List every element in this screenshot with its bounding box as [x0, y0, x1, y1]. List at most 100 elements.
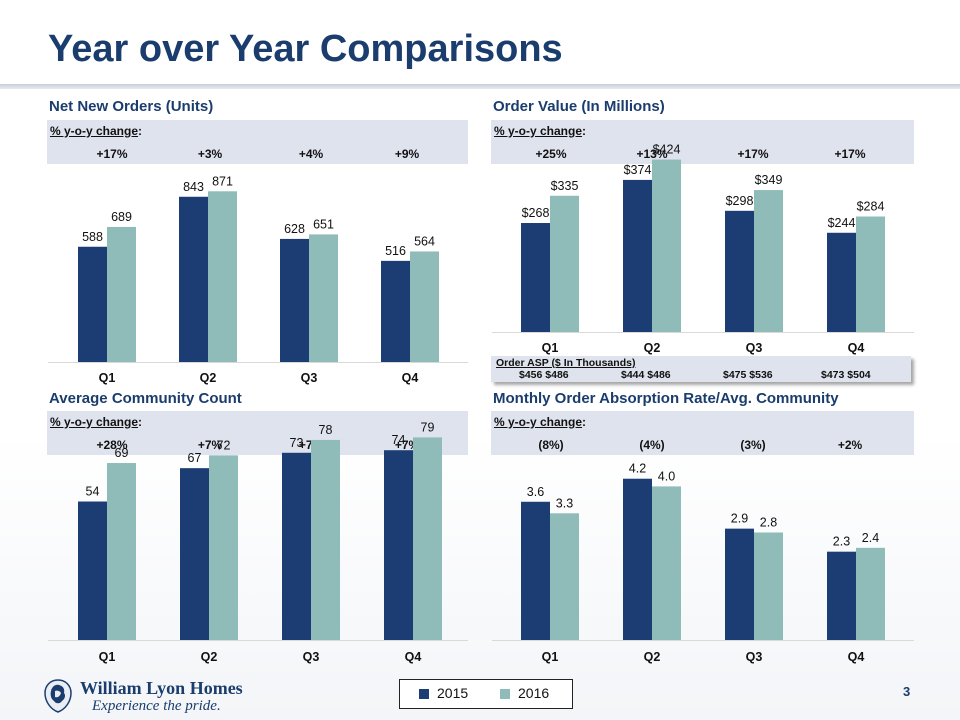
bar-2015-q3: [725, 528, 754, 640]
company-logo: William Lyon Homes Experience the pride.: [42, 677, 243, 717]
pct-change-q1: (8%): [538, 438, 564, 452]
bar-2015-q4: [381, 260, 410, 362]
data-label-2015-q3: 73: [290, 436, 304, 450]
x-tick-label-q4: Q4: [405, 650, 422, 664]
pct-change-q2: +7%: [197, 438, 223, 452]
panel-title-avg-community-count: Average Community Count: [49, 390, 242, 407]
legend-label-2016: 2016: [518, 685, 550, 701]
absorption-rate-chart: 3.6 3.3 Q1 4.2 4.0 Q2 2.9 2.8 Q3 2.3 2.4 Q4: [492, 462, 914, 664]
bar-2016-q4: [410, 251, 439, 362]
order-asp-title: Order ASP ($ In Thousands): [496, 357, 636, 369]
x-tick-label-q3: Q3: [746, 341, 763, 355]
pct-change-q1: +17%: [96, 147, 128, 161]
net-new-orders-chart: 588 689 Q1 843 871 Q2 628 651 Q3 516 564 Q4: [48, 174, 468, 385]
data-label-2015-q3: 2.9: [731, 512, 748, 526]
data-label-2015-q4: $244: [828, 216, 856, 230]
bar-2015-q2: [623, 179, 652, 332]
bar-2016-q1: [550, 195, 579, 332]
bar-2015-q1: [521, 501, 550, 640]
data-label-2016-q1: 3.3: [556, 496, 573, 510]
pct-change-q2: (4%): [639, 438, 665, 452]
bar-2015-q3: [725, 210, 754, 332]
pct-change-q1: +25%: [535, 147, 567, 161]
data-label-2016-q3: 78: [319, 423, 333, 437]
x-tick-label-q2: Q2: [201, 650, 218, 664]
data-label-2016-q4: 564: [414, 234, 435, 248]
pct-change-band-order-value: % y-o-y change: +25% +13% +17% +17%: [491, 120, 914, 164]
order-asp-q4: $473 $504: [821, 369, 871, 381]
page-number: 3: [903, 684, 911, 699]
legend-swatch-2016: [500, 689, 510, 699]
bar-2016-q2: [652, 159, 681, 332]
order-asp-q2: $444 $486: [621, 369, 671, 381]
x-tick-label-q4: Q4: [402, 371, 419, 385]
data-label-2016-q3: $349: [755, 173, 783, 187]
x-tick-label-q4: Q4: [848, 341, 865, 355]
data-label-2016-q2: $424: [653, 143, 681, 157]
bar-2016-q2: [208, 191, 237, 362]
pct-change-q3: (3%): [740, 438, 766, 452]
order-asp-box: Order ASP ($ In Thousands) $456 $486 $44…: [491, 356, 911, 382]
bar-2015-q2: [179, 196, 208, 362]
avg-community-count-chart: 54 69 Q1 67 72 Q2 73 78 Q3 74 79 Q4: [48, 420, 468, 664]
bar-2016-q3: [754, 190, 783, 332]
x-tick-label-q1: Q1: [99, 650, 116, 664]
data-label-2016-q4: $284: [857, 200, 885, 214]
bar-2016-q2: [209, 455, 238, 640]
data-label-2015-q1: 54: [86, 485, 100, 499]
bar-2016-q4: [856, 216, 885, 332]
bar-2015-q3: [280, 238, 309, 362]
bar-2015-q4: [384, 450, 413, 640]
bar-2015-q2: [623, 478, 652, 640]
bar-2015-q1: [78, 246, 107, 362]
x-tick-label-q1: Q1: [542, 650, 559, 664]
bar-2016-q3: [311, 439, 340, 640]
bar-2016-q4: [856, 547, 885, 640]
data-label-2016-q4: 79: [421, 420, 435, 434]
data-label-2016-q2: 4.0: [658, 469, 675, 483]
data-label-2016-q3: 651: [313, 217, 334, 231]
lion-crest-icon: [44, 679, 72, 713]
bar-2015-q2: [180, 468, 209, 640]
bar-2016-q1: [107, 463, 136, 640]
bar-2015-q1: [78, 501, 107, 640]
pct-change-q3: +17%: [737, 147, 769, 161]
bar-2016-q3: [754, 532, 783, 640]
bar-2015-q4: [827, 551, 856, 640]
data-label-2015-q4: 74: [392, 433, 406, 447]
panel-title-order-value: Order Value (In Millions): [493, 98, 665, 115]
data-label-2015-q2: 4.2: [629, 462, 646, 476]
pct-change-band-net-new-orders: % y-o-y change: +17% +3% +4% +9%: [47, 120, 468, 164]
pct-change-label: % y-o-y change:: [50, 124, 143, 138]
bar-2016-q1: [107, 226, 136, 362]
legend-label-2015: 2015: [437, 685, 469, 701]
x-tick-label-q3: Q3: [301, 371, 318, 385]
pct-change-q2: +3%: [197, 147, 223, 161]
title-divider: [0, 84, 960, 89]
bar-2015-q3: [282, 452, 311, 640]
page-title: Year over Year Comparisons: [48, 28, 563, 70]
chart-legend: 2015 2016: [399, 679, 573, 709]
pct-change-q1: +28%: [96, 438, 128, 452]
pct-change-q2: +13%: [636, 147, 668, 161]
x-tick-label-q4: Q4: [848, 650, 865, 664]
x-tick-label-q1: Q1: [99, 371, 116, 385]
data-label-2016-q1: 69: [115, 446, 129, 460]
pct-change-label: % y-o-y change:: [494, 124, 587, 138]
x-tick-label-q1: Q1: [542, 341, 559, 355]
order-value-chart: $268$335 Q1 $374$424 Q2 $298$349 Q3 $244$284 Q4: [492, 143, 914, 355]
data-label-2015-q2: $374: [624, 163, 652, 177]
data-label-2016-q1: 689: [111, 210, 132, 224]
x-tick-label-q2: Q2: [200, 371, 217, 385]
order-asp-q3: $475 $536: [723, 369, 773, 381]
data-label-2016-q2: 871: [212, 174, 233, 188]
bar-2015-q1: [521, 223, 550, 332]
bar-2016-q4: [413, 437, 442, 640]
x-tick-label-q3: Q3: [746, 650, 763, 664]
data-label-2015-q4: 2.3: [833, 535, 850, 549]
logo-tagline: Experience the pride.: [92, 698, 221, 714]
data-label-2015-q1: 588: [82, 230, 103, 244]
data-label-2015-q2: 843: [183, 180, 204, 194]
data-label-2015-q3: $298: [726, 194, 754, 208]
logo-name: William Lyon Homes: [80, 678, 243, 698]
